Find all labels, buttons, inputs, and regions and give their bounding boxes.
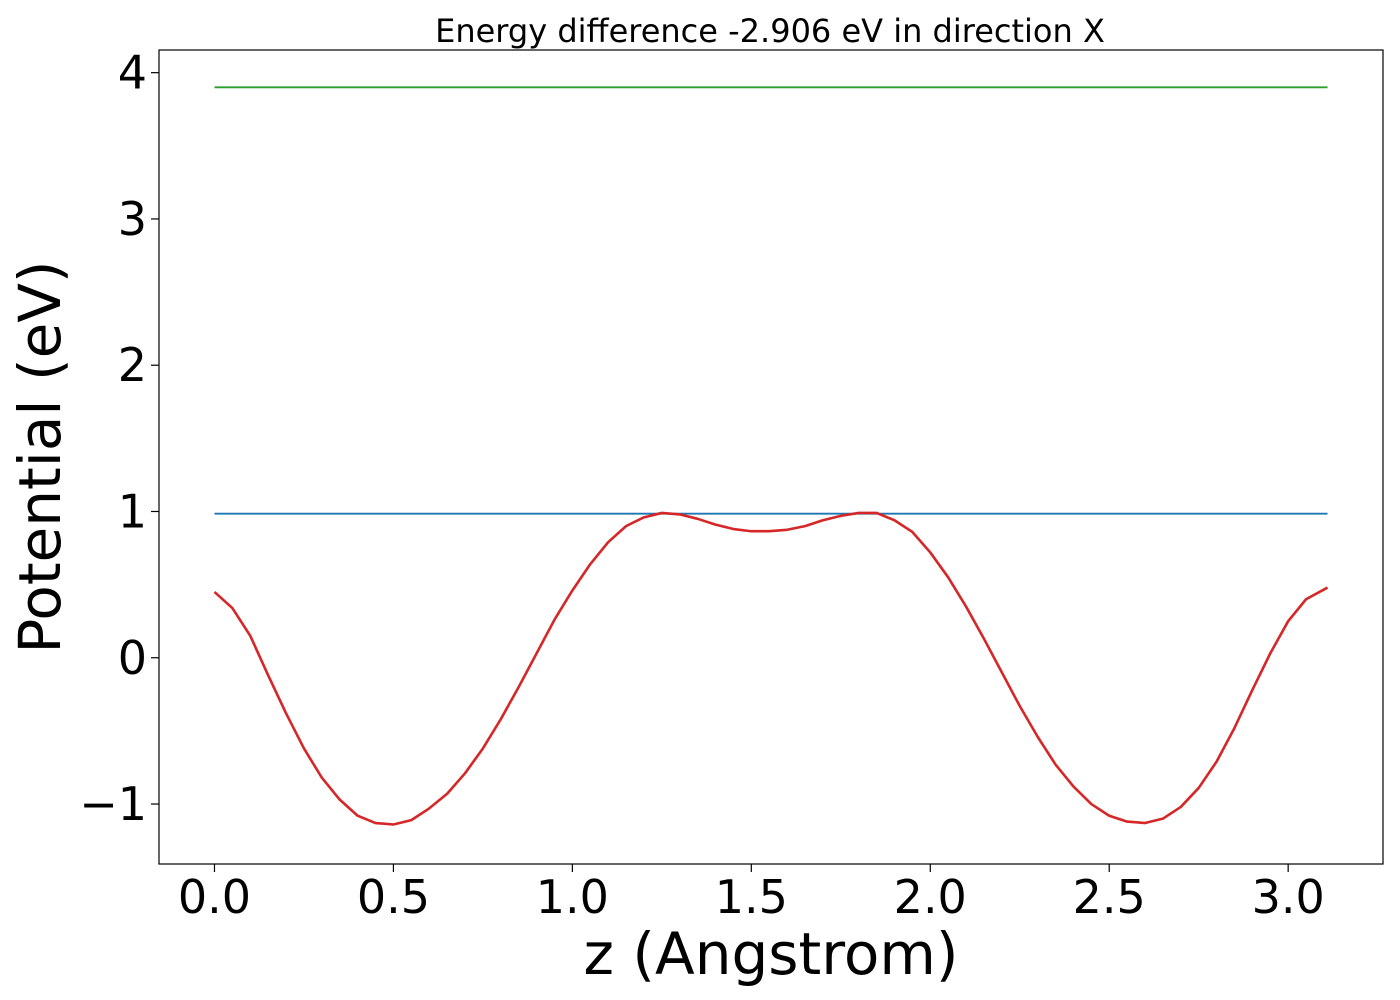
plot-frame — [158, 49, 1384, 865]
series-line-3 — [213, 511, 1329, 826]
x-tick-label: 3.0 — [1252, 870, 1325, 924]
chart-title: Energy difference -2.906 eV in direction… — [435, 12, 1105, 50]
x-tick-label: 2.0 — [894, 870, 967, 924]
y-tick-label: −1 — [79, 777, 147, 831]
y-tick-label: 0 — [118, 631, 147, 685]
y-tick-label: 1 — [118, 484, 147, 538]
x-axis-label: z (Angstrom) — [584, 920, 959, 988]
x-tick-label: 1.5 — [715, 870, 788, 924]
plot-lines — [213, 86, 1329, 826]
x-tick-label: 1.0 — [536, 870, 609, 924]
y-tick-label: 4 — [118, 46, 147, 100]
y-tick-label: 3 — [118, 192, 147, 246]
y-axis-ticks: −1 0 1 2 3 4 — [79, 46, 159, 831]
x-axis-ticks: 0.0 0.5 1.0 1.5 2.0 2.5 3.0 — [178, 864, 1325, 924]
y-tick-label: 2 — [118, 338, 147, 392]
y-axis-label: Potential (eV) — [6, 260, 74, 653]
x-tick-label: 2.5 — [1073, 870, 1146, 924]
x-tick-label: 0.5 — [357, 870, 430, 924]
x-tick-label: 0.0 — [178, 870, 251, 924]
